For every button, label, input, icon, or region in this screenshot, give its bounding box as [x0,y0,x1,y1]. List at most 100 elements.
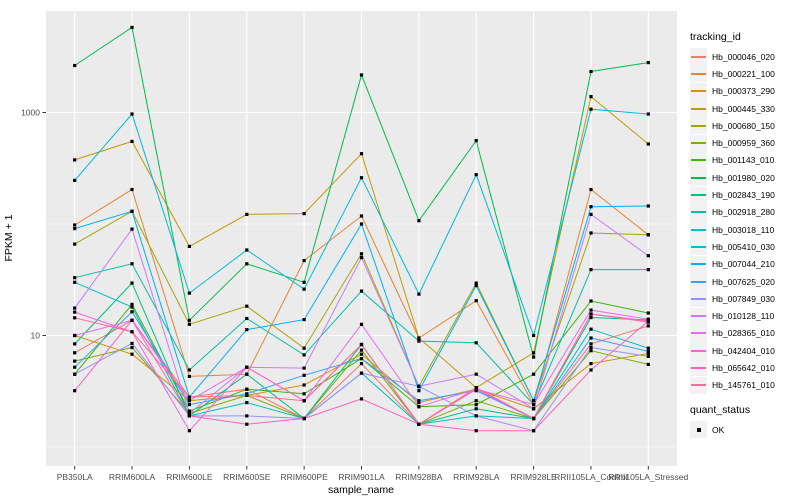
data-point [589,336,593,340]
data-point [646,268,650,272]
data-point [417,219,421,223]
data-point [302,259,306,263]
legend-label: Hb_000959_360 [712,138,775,149]
data-point [359,152,364,156]
data-point [245,393,249,397]
data-point [130,262,134,266]
series-color-line-icon [691,297,706,300]
data-point [474,429,478,433]
legend-item: Hb_007849_030 [690,290,775,308]
data-point [532,403,536,407]
quant-legend-item: OK [690,421,775,439]
data-point [187,244,191,248]
data-point [646,61,650,65]
data-point [130,305,134,309]
data-point [532,333,536,338]
data-point [73,333,77,338]
data-point [245,401,249,405]
data-point [245,212,249,216]
data-point [73,316,77,320]
legend-label: Hb_007849_030 [712,293,775,304]
legend-item: Hb_010128_110 [690,307,775,325]
data-point [73,306,77,310]
y-tick-label: 1000 [21,108,40,118]
data-point [73,389,77,393]
data-point [73,242,77,246]
legend-item: Hb_000445_330 [690,100,775,118]
legend-item: Hb_000221_100 [690,65,775,83]
data-point [589,107,593,111]
data-point [646,112,650,116]
legend-key-swatch [690,221,707,239]
data-point [73,227,77,231]
legend-item: Hb_002843_190 [690,186,775,204]
legend-key-swatch [690,151,707,169]
x-tick-label: RRIM928LE [510,472,557,482]
data-point [359,256,364,260]
legend-key-swatch [690,65,707,83]
series-color-line-icon [691,366,706,369]
data-point [474,403,478,407]
quant-legend-label: OK [712,424,725,435]
legend-label: Hb_000445_330 [712,103,775,114]
data-point [417,405,421,409]
data-point [417,401,421,405]
legend-label: Hb_005410_030 [712,241,775,252]
data-point [302,346,306,350]
data-point [359,348,364,352]
data-point [532,351,536,355]
data-point [302,399,306,403]
data-point [187,318,191,322]
data-point [532,416,536,421]
data-point [130,187,134,192]
data-point [359,357,364,361]
legend-key-swatch [690,186,707,204]
data-point [532,399,536,403]
data-point [130,318,134,322]
legend-item: Hb_000046_020 [690,48,775,66]
data-point [302,353,306,357]
data-point [187,374,191,378]
data-point [532,372,536,376]
legend-items: Hb_000046_020 Hb_000221_100 Hb_000373_290 H… [690,48,775,394]
quant-key-swatch [690,421,707,439]
data-point [302,280,306,284]
data-point [589,349,593,353]
data-point [245,365,249,369]
data-point [417,422,421,426]
data-point [646,346,650,350]
data-point [73,342,77,346]
data-point [589,95,593,99]
data-point [359,352,364,356]
data-point [302,373,306,377]
data-point [589,69,593,74]
series-color-line-icon [691,107,706,110]
quant-legend-title: quant_status [690,403,751,416]
data-point [359,342,364,347]
data-point [187,429,191,433]
legend-item: Hb_028365_010 [690,324,775,342]
data-point [646,324,650,328]
x-tick-label: PB350LA [57,472,93,482]
data-point [532,429,536,433]
data-point [646,362,650,366]
data-point [359,252,364,256]
data-point [245,372,249,376]
data-point [646,233,650,237]
data-point [359,222,364,226]
series-color-line-icon [691,90,706,93]
data-point [417,389,421,393]
data-point [302,366,306,370]
data-point [130,352,134,356]
series-color-line-icon [691,72,706,75]
series-color-line-icon [691,159,706,162]
x-tick-label: RRIM600SE [223,472,271,482]
x-tick-label: RRII105LA_Control [554,472,628,482]
data-point [589,342,593,346]
data-point [302,212,306,216]
data-point [73,359,77,363]
legend-key-swatch [690,117,707,135]
data-point [73,351,77,355]
legend-item: Hb_065642_010 [690,359,775,377]
data-point [589,362,593,366]
